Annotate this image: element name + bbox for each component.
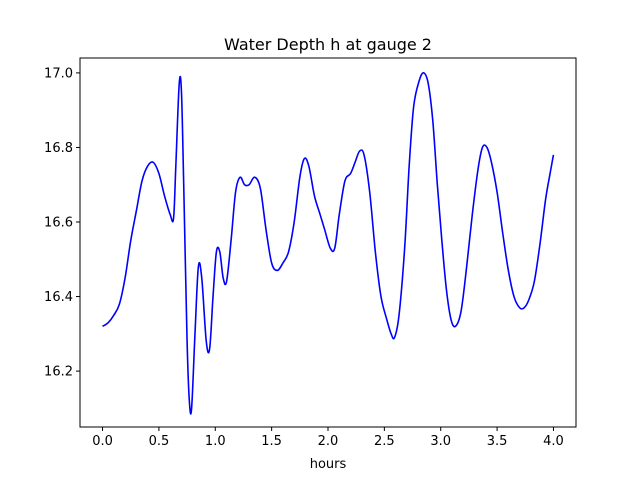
x-tick-label: 3.5	[487, 434, 508, 449]
y-tick-label: 16.8	[44, 141, 73, 156]
x-tick-label: 0.5	[149, 434, 170, 449]
x-tick-label: 2.0	[318, 434, 339, 449]
x-tick-label: 3.0	[430, 434, 451, 449]
x-tick-label: 2.5	[374, 434, 395, 449]
y-tick-label: 16.6	[44, 216, 73, 231]
series-line	[102, 72, 555, 415]
x-axis-ticks: 0.0 0.5 1.0 1.5 2.0 2.5 3.0 3.5 4.0	[92, 427, 564, 449]
y-tick-label: 16.4	[44, 290, 73, 305]
x-tick-label: 0.0	[92, 434, 113, 449]
x-tick-label: 1.0	[205, 434, 226, 449]
x-axis-label: hours	[310, 457, 347, 472]
plot-area: 0.0 0.5 1.0 1.5 2.0 2.5 3.0 3.5 4.0 16.2 16.4 16.6…	[44, 57, 577, 449]
y-axis-ticks: 16.2 16.4 16.6 16.8 17.0	[44, 66, 80, 380]
y-tick-label: 17.0	[44, 66, 73, 81]
x-tick-label: 1.5	[261, 434, 282, 449]
x-tick-label: 4.0	[543, 434, 564, 449]
y-tick-label: 16.2	[44, 365, 73, 380]
chart-title: Water Depth h at gauge 2	[224, 35, 432, 54]
